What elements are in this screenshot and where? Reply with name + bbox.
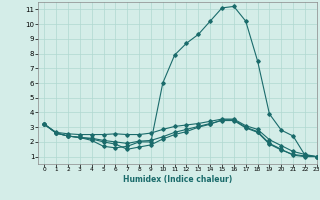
X-axis label: Humidex (Indice chaleur): Humidex (Indice chaleur) xyxy=(123,175,232,184)
